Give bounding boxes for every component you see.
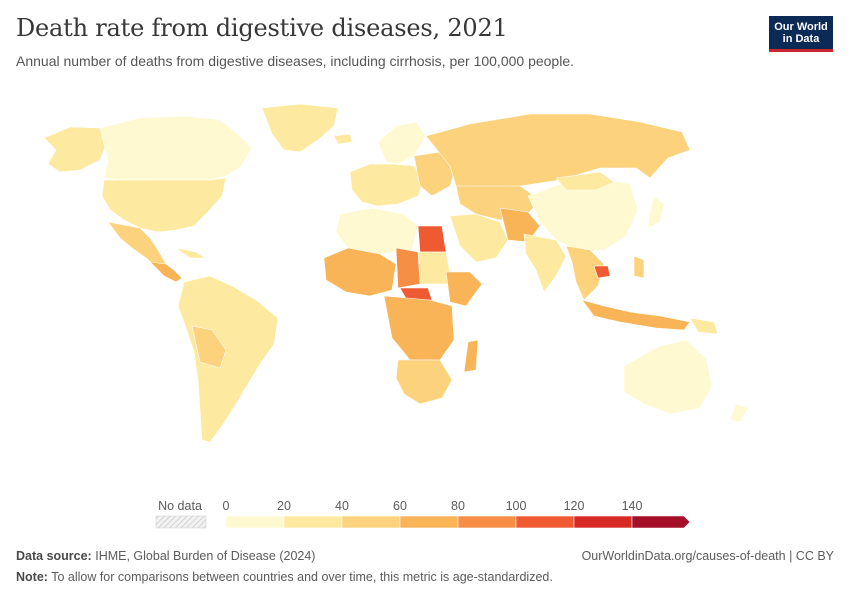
- owid-logo[interactable]: Our World in Data: [769, 16, 833, 52]
- legend-bin-0[interactable]: [225, 515, 285, 529]
- alaska-region[interactable]: [43, 126, 109, 173]
- india-region[interactable]: [523, 233, 567, 293]
- papua-region[interactable]: [689, 317, 719, 335]
- west-africa-region[interactable]: [323, 247, 397, 297]
- middle-east-region[interactable]: [449, 213, 509, 263]
- legend-tick-label: 40: [335, 499, 349, 513]
- horn-africa-region[interactable]: [445, 271, 483, 307]
- legend-bin-3[interactable]: [399, 515, 459, 529]
- legend-tick-label: 140: [622, 499, 643, 513]
- central-america-region[interactable]: [149, 261, 183, 283]
- north-africa-region[interactable]: [335, 207, 419, 255]
- mongolia-region[interactable]: [555, 171, 615, 191]
- south-america-region[interactable]: [177, 275, 279, 443]
- cambodia-region[interactable]: [593, 265, 611, 279]
- southeast-asia-region[interactable]: [565, 245, 605, 301]
- logo-line-1: Our World: [774, 21, 828, 33]
- data-source-text[interactable]: IHME, Global Burden of Disease (2024): [95, 549, 316, 563]
- legend-tick-label: 0: [223, 499, 230, 513]
- chad-niger-region[interactable]: [395, 247, 421, 289]
- map-legend: No data 0 20 40 60 80 100 120 140: [155, 499, 691, 529]
- world-map[interactable]: [0, 88, 850, 488]
- australia-region[interactable]: [623, 339, 713, 415]
- legend-tick-label: 60: [393, 499, 407, 513]
- chart-subtitle: Annual number of deaths from digestive d…: [16, 53, 574, 69]
- western-europe-region[interactable]: [349, 163, 425, 207]
- legend-bin-1[interactable]: [283, 515, 343, 529]
- legend-tick-label: 100: [506, 499, 527, 513]
- legend-bin-5[interactable]: [515, 515, 575, 529]
- central-africa-region[interactable]: [383, 295, 455, 361]
- canada-region[interactable]: [99, 115, 253, 183]
- note-text: To allow for comparisons between countri…: [51, 570, 553, 584]
- logo-line-2: in Data: [782, 33, 820, 45]
- greenland-region[interactable]: [261, 103, 339, 153]
- source-url[interactable]: OurWorldinData.org/causes-of-death | CC …: [581, 549, 834, 563]
- data-source-label: Data source:: [16, 549, 92, 563]
- scandinavia-region[interactable]: [377, 121, 427, 165]
- indonesia-region[interactable]: [581, 299, 691, 331]
- chart-note: Note: To allow for comparisons between c…: [16, 570, 553, 584]
- no-data-swatch: [155, 515, 207, 529]
- legend-bin-2[interactable]: [341, 515, 401, 529]
- chart-title: Death rate from digestive diseases, 2021: [16, 14, 508, 42]
- japan-region[interactable]: [647, 195, 665, 229]
- legend-bin-6[interactable]: [573, 515, 633, 529]
- no-data-label: No data: [158, 499, 202, 513]
- legend-tick-label: 80: [451, 499, 465, 513]
- data-source: Data source: IHME, Global Burden of Dise…: [16, 549, 315, 563]
- philippines-region[interactable]: [633, 255, 645, 279]
- new-zealand-region[interactable]: [729, 403, 749, 423]
- note-label: Note:: [16, 570, 48, 584]
- iran-afghanistan-region[interactable]: [499, 207, 541, 243]
- bolivia-peru-region[interactable]: [191, 325, 227, 369]
- legend-bin-7[interactable]: [631, 515, 691, 529]
- caribbean-region[interactable]: [175, 247, 207, 259]
- southern-africa-region[interactable]: [395, 359, 453, 405]
- iceland-region[interactable]: [333, 133, 353, 145]
- egypt-region[interactable]: [417, 225, 447, 253]
- usa-region[interactable]: [101, 177, 227, 233]
- legend-tick-label: 120: [564, 499, 585, 513]
- madagascar-region[interactable]: [463, 339, 479, 373]
- legend-bin-4[interactable]: [457, 515, 517, 529]
- legend-tick-label: 20: [277, 499, 291, 513]
